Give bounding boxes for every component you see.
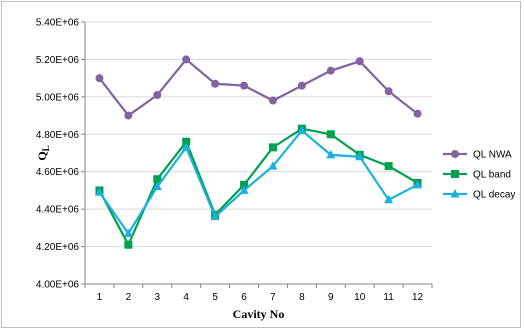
series-3	[94, 125, 423, 237]
x-tick-label: 7	[270, 292, 276, 303]
chart-frame: 4.00E+06 4.20E+06 4.40E+06 4.60E+06 4.80E+06…	[1, 1, 521, 328]
data-point	[297, 125, 307, 135]
x-tick-label: 2	[126, 292, 132, 303]
x-tick-label: 9	[328, 292, 334, 303]
y-tick-label: 5.20E+06	[36, 55, 80, 66]
data-point	[268, 143, 277, 152]
legend-label: QL decay	[473, 190, 515, 201]
x-tick-label: 1	[97, 292, 103, 303]
y-tick-label: 4.40E+06	[36, 205, 80, 216]
y-tick-label: 5.40E+06	[36, 18, 80, 29]
y-tick-label: 4.00E+06	[36, 280, 80, 291]
series-line	[98, 127, 419, 246]
y-tick-label: 4.60E+06	[36, 167, 80, 178]
x-tick-label: 12	[412, 292, 424, 303]
data-point	[384, 162, 393, 171]
x-axis-title: Cavity No	[233, 307, 285, 321]
axes	[84, 22, 433, 288]
data-point	[210, 211, 220, 221]
x-tick-labels: 1 2 3 4 5 6 7 8 9 10 11 12	[97, 292, 424, 303]
x-tick-label: 3	[155, 292, 161, 303]
legend-marker	[451, 150, 459, 158]
data-point	[123, 228, 133, 237]
data-point	[124, 111, 133, 120]
data-point	[182, 55, 191, 64]
x-tick-label: 5	[212, 292, 218, 303]
series-1	[95, 55, 422, 120]
x-tick-label: 8	[299, 292, 305, 303]
data-point	[211, 79, 220, 88]
data-point	[240, 180, 249, 189]
series-2	[95, 124, 422, 249]
data-point	[384, 194, 394, 204]
data-point	[413, 109, 422, 118]
legend-label: QL band	[473, 170, 511, 181]
data-point	[326, 130, 335, 139]
data-point	[297, 81, 306, 90]
data-point	[239, 185, 249, 194]
line-chart: 4.00E+06 4.20E+06 4.40E+06 4.60E+06 4.80E+06…	[35, 18, 515, 322]
x-tick-label: 6	[241, 292, 247, 303]
x-tick-label: 11	[383, 292, 394, 303]
legend-item: QL band	[443, 170, 511, 181]
legend-label: QL NWA	[473, 150, 512, 161]
y-tick-labels: 4.00E+06 4.20E+06 4.40E+06 4.60E+06 4.80E+06…	[36, 18, 80, 291]
legend: QL NWA QL band QL decay	[443, 150, 515, 201]
data-point	[240, 81, 249, 90]
data-point	[384, 87, 393, 96]
data-point	[413, 179, 423, 189]
data-point	[182, 137, 191, 146]
data-point	[268, 96, 277, 105]
x-tick-label: 10	[354, 292, 366, 303]
data-point	[152, 181, 162, 191]
data-point	[153, 175, 162, 184]
data-point	[153, 90, 162, 99]
data-point	[326, 66, 335, 75]
legend-item: QL NWA	[443, 150, 512, 161]
y-tick-label: 5.00E+06	[36, 92, 80, 103]
data-point	[124, 240, 133, 249]
data-point	[355, 57, 364, 66]
y-tick-label: 4.20E+06	[36, 242, 80, 253]
data-point	[95, 74, 104, 83]
data-point	[326, 149, 336, 159]
data-point	[355, 151, 365, 161]
legend-marker	[450, 189, 460, 198]
data-point	[94, 187, 104, 196]
series-layer	[94, 55, 423, 249]
data-point	[268, 161, 278, 170]
legend-item: QL decay	[443, 189, 515, 201]
y-axis-title-subscript: L	[41, 145, 51, 151]
y-axis-title: QL	[35, 145, 51, 160]
x-tick-label: 4	[183, 292, 189, 303]
series-line	[98, 129, 419, 235]
legend-marker	[451, 170, 459, 178]
data-point	[181, 142, 191, 151]
y-tick-label: 4.80E+06	[36, 130, 80, 141]
gridlines	[81, 21, 432, 285]
series-line	[98, 58, 419, 117]
